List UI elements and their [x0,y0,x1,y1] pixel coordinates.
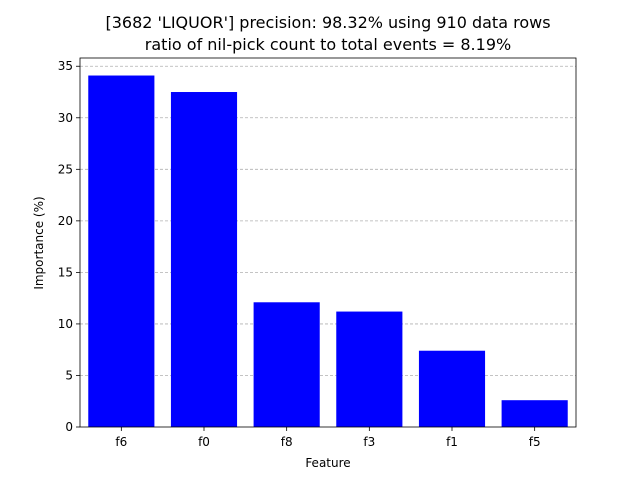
gridlines [80,65,576,376]
bars [88,75,568,428]
x-tick-label: f8 [281,435,293,449]
bar-f8 [253,302,320,427]
y-tick-label: 5 [65,368,73,382]
x-tick-label: f5 [529,435,541,449]
y-tick-label: 10 [58,317,73,331]
x-tick-label: f6 [115,435,127,449]
chart-title-line1: [3682 'LIQUOR'] precision: 98.32% using … [105,13,550,32]
chart-title-line2: ratio of nil-pick count to total events … [145,35,511,54]
y-tick-label: 35 [58,59,73,73]
bar-f0 [170,92,238,427]
y-tick-label: 20 [58,214,73,228]
y-tick-label: 15 [58,265,73,279]
y-tick-label: 30 [58,111,73,125]
bar-f6 [88,75,155,428]
y-tick-label: 25 [58,162,73,176]
bar-f5 [501,400,568,427]
bar-f3 [336,311,403,427]
y-tick-label: 0 [65,420,73,434]
bar-f1 [418,350,486,427]
plot-frame [79,57,577,428]
x-axis-label: Feature [305,456,350,470]
axes: 0 5 10 15 20 25 30 35 f6 f0 f8 f3 f1 f5 [58,57,577,449]
x-tick-label: f0 [198,435,210,449]
x-tick-label: f3 [363,435,375,449]
x-tick-label: f1 [446,435,458,449]
y-axis-label: Importance (%) [32,196,46,289]
